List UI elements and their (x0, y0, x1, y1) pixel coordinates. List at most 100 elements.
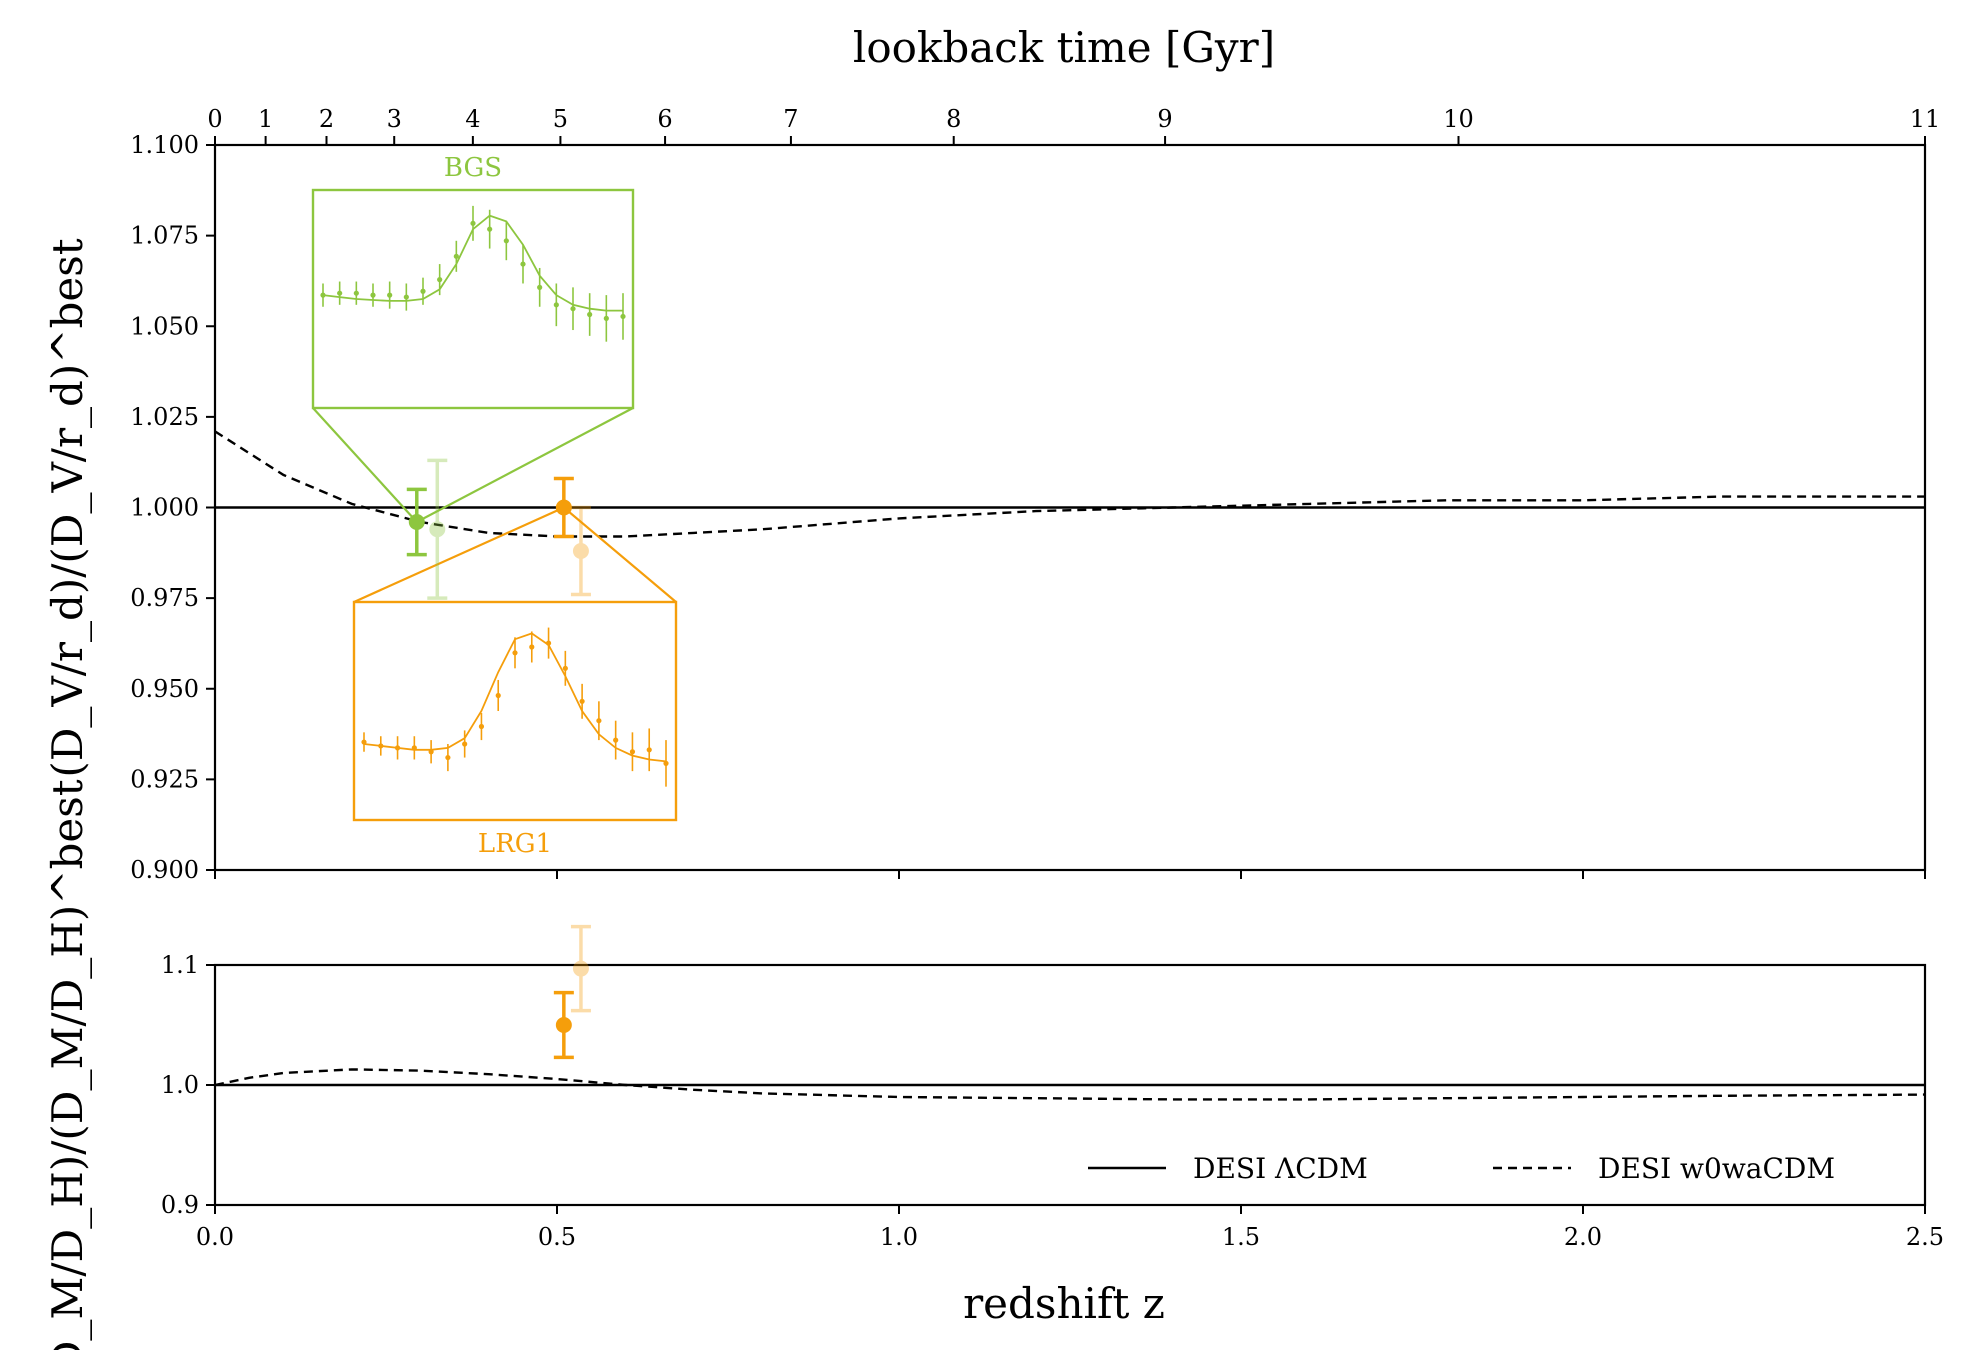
x-tick-label: 0.5 (538, 1223, 576, 1251)
lookback-tick-label: 11 (1910, 105, 1941, 133)
inset-point (462, 741, 468, 747)
inset-label: LRG1 (478, 829, 552, 859)
x-tick-label: 2.0 (1564, 1223, 1602, 1251)
data-point-bgs (406, 487, 427, 557)
x-tick-label: 2.5 (1906, 1223, 1944, 1251)
inset-point (620, 313, 626, 320)
inset-point (353, 290, 359, 296)
inset-point (378, 743, 384, 749)
bottom-y-axis-title: (D_M/D_H)/(D_M/D_H)^best (43, 779, 92, 1350)
inset-point (428, 749, 434, 755)
inset-point (495, 692, 501, 699)
data-point-lrg1 (570, 924, 591, 1013)
inset-point (437, 277, 443, 283)
inset-point (420, 288, 426, 294)
inset-point (646, 747, 652, 753)
x-tick-label: 0.0 (196, 1223, 234, 1251)
inset-lrg1: LRG1 (352, 506, 678, 859)
lookback-tick-label: 7 (783, 105, 798, 133)
inset-point (320, 292, 326, 298)
marker (572, 543, 589, 559)
w0wacdm-line (214, 1068, 1926, 1101)
inset-point (478, 723, 485, 730)
bottom-x-ticks: 0.0 0.5 1.0 1.5 2.0 2.5 (196, 1205, 1944, 1251)
legend-label: DESI w0waCDM (1598, 1152, 1835, 1185)
connector-line (416, 407, 634, 523)
x-axis-title: redshift z (963, 1279, 1165, 1328)
inset-label: BGS (444, 153, 502, 183)
bottom-series (214, 1068, 1926, 1101)
inset-point (579, 698, 585, 704)
top-series (214, 430, 1925, 538)
inset-point (537, 284, 543, 290)
data-point-lrg1 (570, 505, 591, 597)
inset-point (503, 238, 509, 244)
legend: DESI ΛCDM DESI w0waCDM (1088, 1152, 1835, 1185)
marker (429, 521, 446, 538)
inset-point (387, 292, 393, 298)
bottom-points (553, 924, 591, 1060)
inset-point (470, 220, 476, 226)
lookback-tick-label: 2 (319, 105, 334, 133)
marker (572, 960, 589, 977)
marker (555, 1017, 572, 1033)
y-tick-label: 0.9 (161, 1191, 199, 1219)
inset-point (445, 754, 451, 761)
inset-point (337, 290, 343, 296)
inset-point (370, 292, 376, 298)
data-point-lrg1 (553, 990, 574, 1060)
y-tick-label: 1.050 (130, 312, 199, 340)
y-tick-label: 1.000 (130, 494, 199, 522)
lookback-tick-label: 4 (465, 105, 480, 133)
inset-point (603, 315, 609, 321)
top-y-axis-title: (D_V/r_d)/(D_V/r_d)^best (43, 238, 92, 777)
top-panel-x-ticks (214, 870, 1926, 879)
inset-point (394, 745, 401, 751)
y-tick-label: 1.100 (130, 131, 199, 159)
inset-point (587, 311, 593, 318)
inset-point (613, 737, 619, 743)
inset-point (487, 226, 493, 232)
y-tick-label: 1.025 (130, 403, 199, 431)
marker (555, 499, 572, 516)
top-axis-title: lookback time [Gyr] (853, 23, 1275, 72)
inset-point (545, 640, 552, 646)
marker (408, 514, 425, 530)
lookback-tick-label: 8 (946, 105, 961, 133)
connector-line (312, 407, 418, 523)
legend-label: DESI ΛCDM (1193, 1152, 1368, 1185)
top-insets: BGS LRG1 (311, 153, 678, 859)
lookback-tick-label: 3 (387, 105, 402, 133)
inset-point (512, 650, 518, 656)
y-tick-label: 0.950 (130, 675, 199, 703)
connector-line (353, 506, 565, 604)
top-y-ticks: 0.900 0.925 0.950 0.975 1.000 1.025 1.050 1.075… (130, 131, 215, 884)
inset-frame (352, 600, 678, 822)
bottom-y-ticks: 0.9 1.0 1.1 (161, 951, 215, 1219)
inset-point (562, 665, 568, 671)
x-tick-label: 1.0 (880, 1223, 918, 1251)
inset-point (596, 718, 602, 724)
lookback-tick-label: 9 (1157, 105, 1172, 133)
inset-bgs: BGS (311, 153, 635, 523)
lookback-tick-label: 6 (657, 105, 672, 133)
lookback-tick-label: 5 (553, 105, 568, 133)
top-panel: 0.900 0.925 0.950 0.975 1.000 1.025 1.050 1.075… (130, 105, 1940, 884)
inset-point (553, 302, 559, 308)
inset-point (570, 306, 576, 312)
inset-point (520, 261, 526, 267)
inset-point (529, 644, 535, 650)
top-points (406, 458, 591, 600)
y-tick-label: 0.900 (130, 856, 199, 884)
lookback-time-ticks: 0 1 2 3 4 5 6 7 8 9 10 11 (207, 105, 1940, 145)
inset-point (629, 749, 636, 755)
data-point-bgs (427, 458, 448, 600)
y-tick-label: 0.925 (130, 765, 199, 793)
y-tick-label: 1.1 (161, 951, 199, 979)
inset-point (403, 294, 409, 300)
inset-point (453, 253, 459, 259)
inset-point (361, 739, 367, 745)
y-tick-label: 1.075 (130, 222, 199, 250)
y-tick-label: 1.0 (161, 1071, 199, 1099)
